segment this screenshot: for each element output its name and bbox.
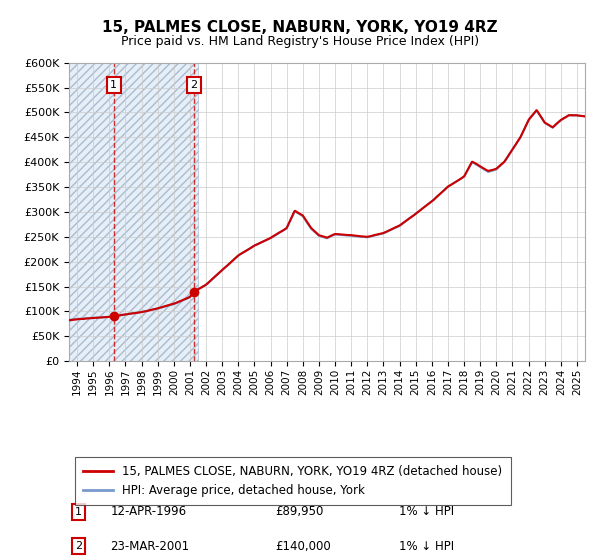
Text: 1% ↓ HPI: 1% ↓ HPI [399,506,454,519]
Text: £140,000: £140,000 [275,540,331,553]
Legend: 15, PALMES CLOSE, NABURN, YORK, YO19 4RZ (detached house), HPI: Average price, d: 15, PALMES CLOSE, NABURN, YORK, YO19 4RZ… [75,456,511,505]
Bar [69,63,198,361]
Text: 12-APR-1996: 12-APR-1996 [110,506,187,519]
Text: 2: 2 [75,542,82,551]
Text: 1: 1 [75,507,82,517]
Bar [69,63,198,361]
Text: 23-MAR-2001: 23-MAR-2001 [110,540,190,553]
Text: 1: 1 [110,80,118,90]
Text: 15, PALMES CLOSE, NABURN, YORK, YO19 4RZ: 15, PALMES CLOSE, NABURN, YORK, YO19 4RZ [102,20,498,35]
Text: Price paid vs. HM Land Registry's House Price Index (HPI): Price paid vs. HM Land Registry's House … [121,35,479,48]
Text: 1% ↓ HPI: 1% ↓ HPI [399,540,454,553]
Text: 2: 2 [190,80,197,90]
Text: £89,950: £89,950 [275,506,324,519]
